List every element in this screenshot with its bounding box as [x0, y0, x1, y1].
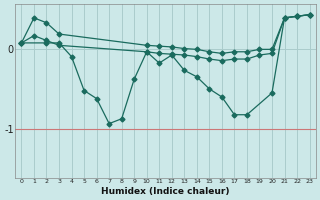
X-axis label: Humidex (Indice chaleur): Humidex (Indice chaleur): [101, 187, 230, 196]
